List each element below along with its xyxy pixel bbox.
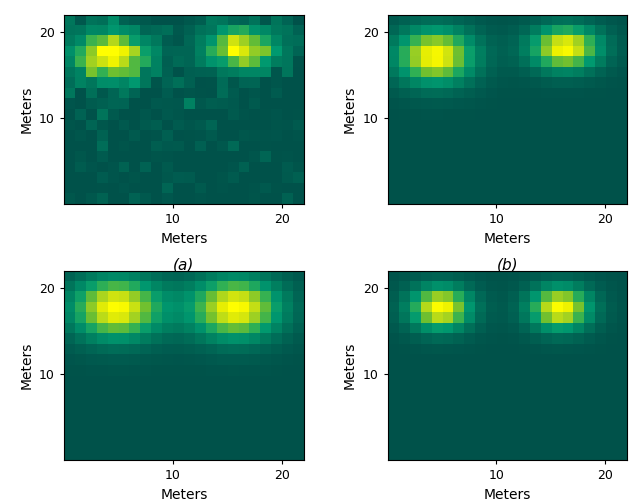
X-axis label: Meters: Meters: [160, 232, 207, 246]
Y-axis label: Meters: Meters: [20, 86, 33, 134]
Y-axis label: Meters: Meters: [343, 86, 357, 134]
X-axis label: Meters: Meters: [484, 488, 531, 500]
X-axis label: Meters: Meters: [484, 232, 531, 246]
Text: (b): (b): [497, 258, 518, 272]
Y-axis label: Meters: Meters: [343, 342, 357, 389]
X-axis label: Meters: Meters: [160, 488, 207, 500]
Y-axis label: Meters: Meters: [20, 342, 33, 389]
Text: (a): (a): [173, 258, 195, 272]
